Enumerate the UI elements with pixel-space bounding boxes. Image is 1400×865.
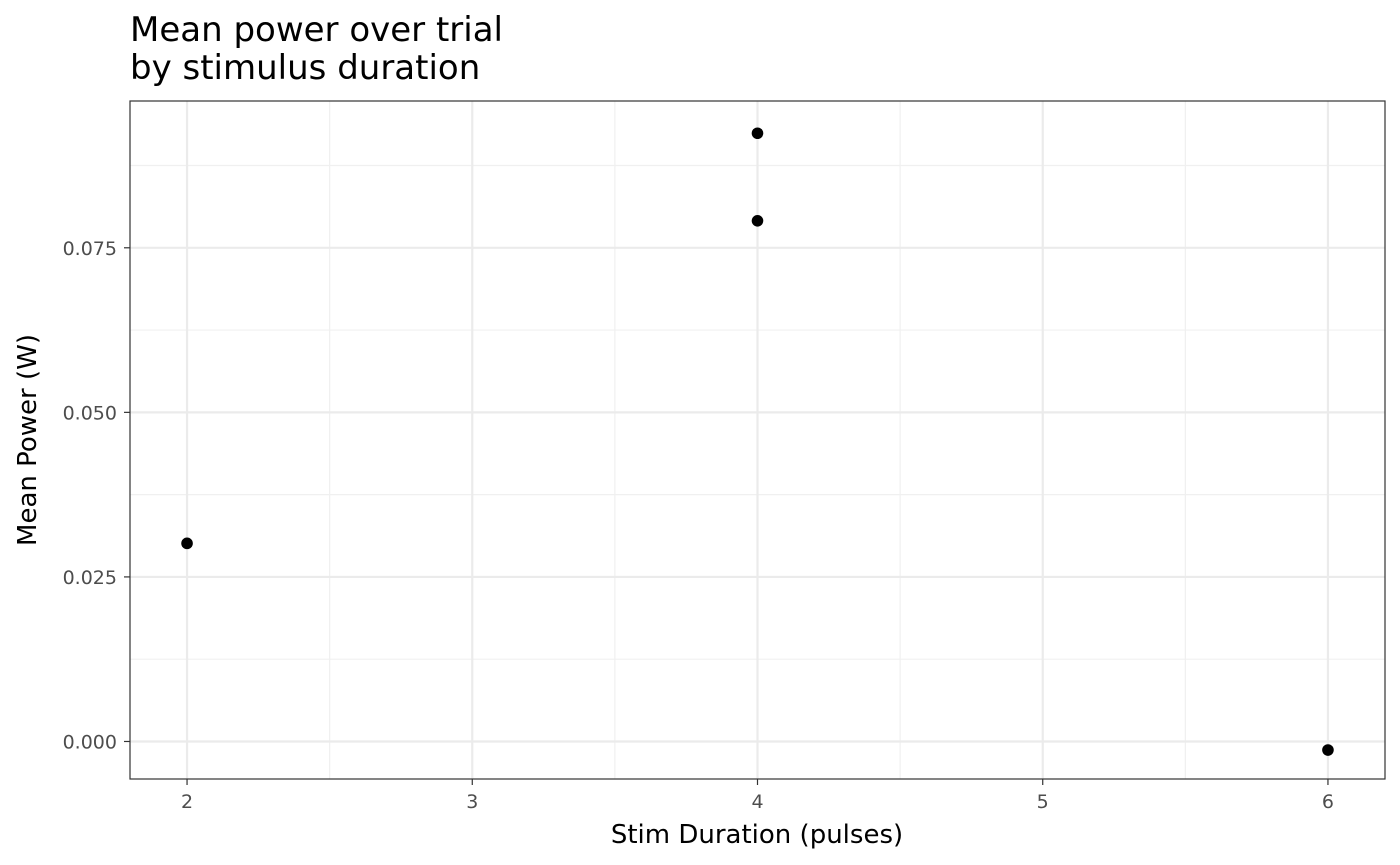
x-tick-label: 3 (466, 791, 478, 813)
data-point (751, 127, 764, 140)
x-axis-title: Stim Duration (pulses) (611, 820, 903, 850)
y-tick-label: 0.050 (63, 402, 117, 424)
axis-tick-labels: 2 3 4 5 6 0.000 0.025 0.050 0.075 (63, 238, 1334, 813)
axis-ticks (124, 247, 1329, 785)
chart-subtitle: by stimulus duration (130, 48, 480, 88)
y-axis-title: Mean Power (W) (13, 334, 43, 546)
data-points (181, 127, 1334, 756)
chart-title: Mean power over trial (130, 10, 503, 50)
y-tick-label: 0.025 (63, 567, 117, 589)
x-tick-label: 2 (181, 791, 193, 813)
x-tick-label: 4 (751, 791, 763, 813)
data-point (751, 215, 764, 227)
x-tick-label: 5 (1037, 791, 1049, 813)
x-tick-label: 6 (1322, 791, 1334, 813)
y-tick-label: 0.000 (63, 731, 117, 753)
y-tick-label: 0.075 (63, 238, 117, 260)
grid-lines (130, 101, 1385, 779)
data-point (181, 537, 193, 550)
data-point (1322, 744, 1334, 756)
